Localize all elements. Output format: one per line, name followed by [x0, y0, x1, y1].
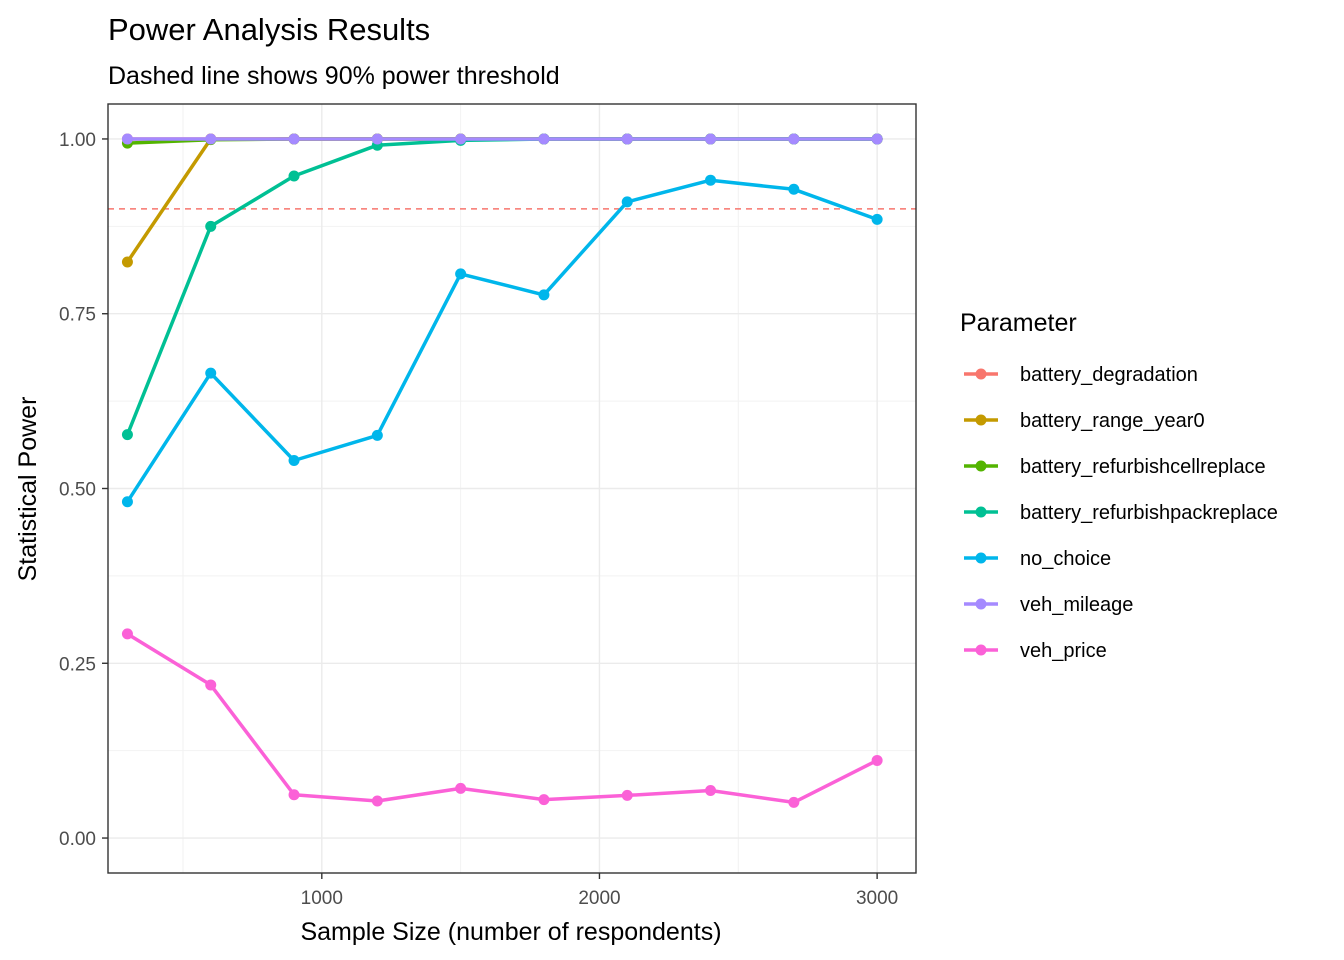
legend-label: battery_refurbishpackreplace: [1020, 502, 1278, 524]
data-point-veh_price: [371, 795, 383, 807]
data-point-veh_mileage: [871, 133, 883, 145]
y-tick-label: 1.00: [59, 130, 96, 151]
legend-key-point: [975, 460, 987, 472]
legend-label: no_choice: [1020, 548, 1111, 570]
legend-key-point: [975, 644, 987, 656]
data-point-no_choice: [288, 455, 300, 467]
series-no_choice: [121, 174, 883, 508]
data-point-veh_mileage: [455, 133, 467, 145]
series-line-battery_refurbishpackreplace: [125, 137, 878, 436]
legend-label: battery_degradation: [1020, 364, 1198, 386]
data-point-no_choice: [205, 367, 217, 379]
x-axis-title: Sample Size (number of respondents): [300, 918, 721, 946]
legend-item-veh_price: veh_price: [964, 640, 1107, 662]
series-line-no_choice: [125, 178, 878, 503]
data-point-no_choice: [371, 429, 383, 441]
x-tick-label: 1000: [301, 888, 343, 909]
legend-item-battery_refurbishcellreplace: battery_refurbishcellreplace: [964, 456, 1266, 478]
legend: battery_degradation battery_range_year0ba…: [964, 364, 1278, 662]
data-point-veh_mileage: [538, 133, 550, 145]
legend-item-battery_range_year0: battery_range_year0: [964, 410, 1205, 432]
y-tick-label: 0.75: [59, 305, 96, 326]
data-point-veh_mileage: [121, 133, 133, 145]
data-point-veh_price: [205, 679, 217, 691]
legend-label: veh_mileage: [1020, 594, 1133, 616]
data-point-veh_mileage: [371, 133, 383, 145]
major-gridlines: [108, 104, 916, 873]
legend-key-point: [975, 598, 987, 610]
data-point-no_choice: [705, 174, 717, 186]
series-line-battery_range_year0: [125, 137, 878, 263]
x-tick-label: 3000: [856, 888, 898, 909]
y-tick-label: 0.50: [59, 480, 96, 501]
data-point-veh_mileage: [788, 133, 800, 145]
data-point-veh_price: [621, 789, 633, 801]
data-point-battery_range_year0: [121, 256, 133, 268]
legend-item-no_choice: no_choice: [964, 548, 1111, 570]
legend-title: Parameter: [960, 309, 1077, 337]
legend-label: battery_range_year0: [1020, 410, 1205, 432]
data-point-veh_price: [121, 628, 133, 640]
legend-item-veh_mileage: veh_mileage: [964, 594, 1133, 616]
x-tick-label: 2000: [578, 888, 620, 909]
data-point-veh_price: [788, 796, 800, 808]
series-battery_range_year0: [121, 133, 883, 268]
data-point-veh_mileage: [621, 133, 633, 145]
data-point-battery_refurbishpackreplace: [205, 220, 217, 232]
data-point-veh_mileage: [288, 133, 300, 145]
legend-label: battery_refurbishcellreplace: [1020, 456, 1266, 478]
data-point-no_choice: [538, 289, 550, 301]
data-point-veh_price: [288, 789, 300, 801]
axis-ticks: 0.00 0.25 0.50 0.75 1.00 1000 2000 3000: [59, 130, 898, 909]
data-point-veh_mileage: [705, 133, 717, 145]
series-veh_mileage: [121, 133, 883, 145]
series-battery_refurbishpackreplace: [121, 133, 883, 441]
chart-title: Power Analysis Results: [108, 12, 430, 47]
legend-key-point: [975, 552, 987, 564]
y-tick-label: 0.25: [59, 654, 96, 675]
data-point-battery_refurbishpackreplace: [121, 429, 133, 441]
legend-key-point: [975, 414, 987, 426]
series-layer: [121, 133, 883, 808]
data-point-no_choice: [871, 213, 883, 225]
legend-key-point: [975, 368, 987, 380]
data-point-battery_refurbishpackreplace: [288, 170, 300, 182]
y-axis-title: Statistical Power: [14, 397, 42, 582]
data-point-veh_price: [871, 754, 883, 766]
series-line-veh_price: [126, 632, 878, 805]
data-point-no_choice: [455, 268, 467, 280]
data-point-no_choice: [788, 183, 800, 195]
data-point-veh_mileage: [205, 133, 217, 145]
legend-label: veh_price: [1020, 640, 1107, 662]
series-veh_price: [121, 628, 883, 808]
data-point-veh_price: [705, 785, 717, 797]
legend-item-battery_refurbishpackreplace: battery_refurbishpackreplace: [964, 502, 1278, 524]
data-point-no_choice: [621, 196, 633, 208]
data-point-veh_price: [455, 782, 467, 794]
legend-key-point: [975, 506, 987, 518]
legend-item-battery_degradation: battery_degradation: [964, 364, 1198, 386]
chart-subtitle: Dashed line shows 90% power threshold: [108, 62, 560, 90]
data-point-no_choice: [121, 496, 133, 508]
data-point-veh_price: [538, 794, 550, 806]
y-tick-label: 0.00: [59, 829, 96, 850]
